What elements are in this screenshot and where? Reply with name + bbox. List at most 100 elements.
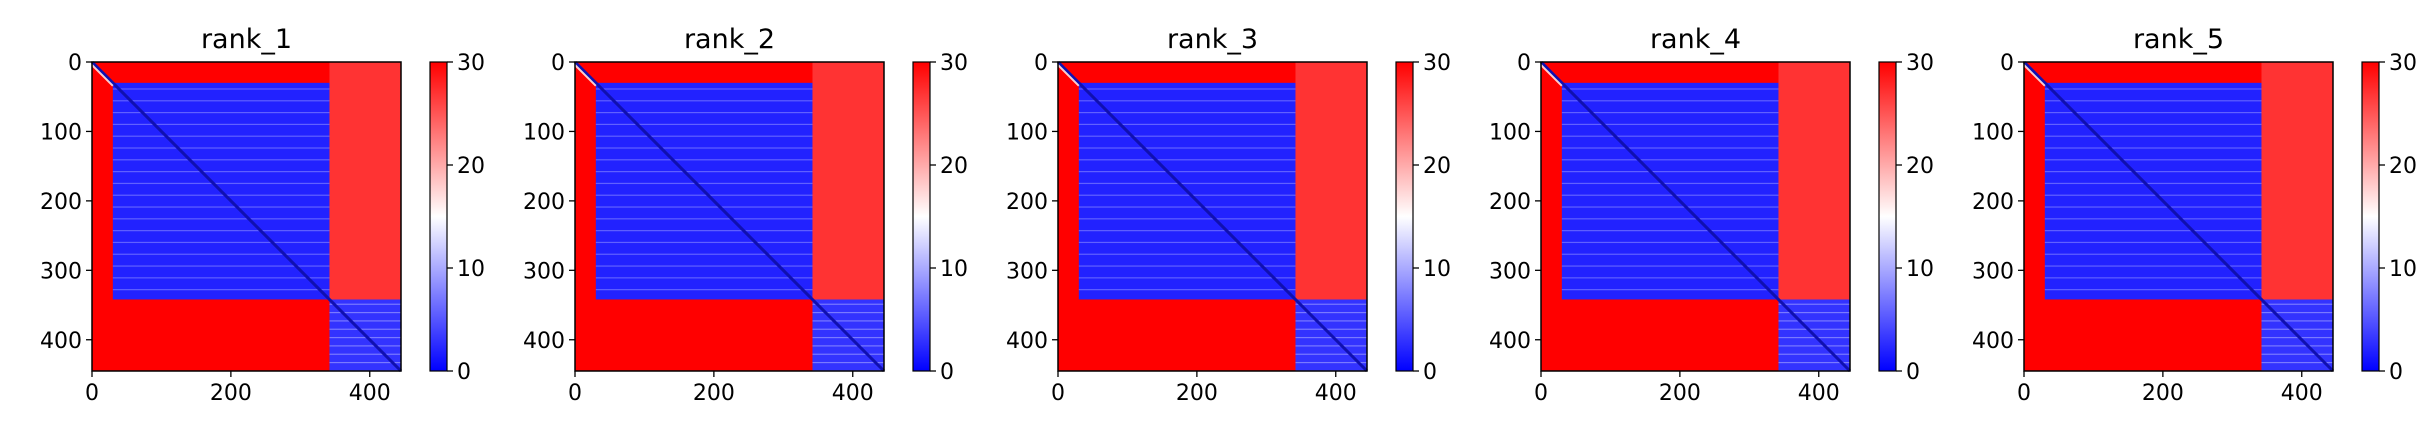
colorbar-tick-label: 10 bbox=[1423, 257, 1451, 282]
heatmap-stripe bbox=[1078, 289, 1296, 291]
heatmap-stripe bbox=[595, 289, 813, 291]
axes-frame bbox=[91, 61, 402, 372]
heatmap-stripe bbox=[2044, 206, 2262, 208]
heatmap-stripe bbox=[1561, 277, 1779, 279]
heatmap-stripe bbox=[595, 230, 813, 232]
heatmap-stripe bbox=[1561, 289, 1779, 291]
heatmap-stripe bbox=[1078, 147, 1296, 149]
heatmap-stripe bbox=[595, 253, 813, 255]
heatmap-stripe bbox=[1561, 241, 1779, 244]
heatmap-stripe bbox=[595, 159, 813, 161]
x-tick-label: 0 bbox=[2017, 381, 2031, 406]
heatmap-panel-3: rank_3 0 200 400 0 100 200 300 400 0 10 20 30 bbox=[1006, 24, 1451, 406]
heatmap-stripe bbox=[112, 123, 330, 125]
heatmap-stripe bbox=[1561, 194, 1779, 196]
heatmap-panel-2: rank_2 0 200 400 0 100 200 300 400 0 10 20 30 bbox=[523, 24, 968, 406]
heatmap-stripe bbox=[1778, 345, 1850, 347]
colorbar-tick-label: 0 bbox=[940, 360, 954, 385]
heatmap-diagonal-edge bbox=[91, 64, 114, 87]
heatmap-stripe bbox=[1078, 123, 1296, 125]
heatmap-stripe bbox=[595, 241, 813, 244]
heatmap-region-3 bbox=[2261, 62, 2333, 300]
colorbar-tick-label: 10 bbox=[940, 257, 968, 282]
heatmap-stripe bbox=[1778, 336, 1850, 339]
y-tick-label: 200 bbox=[523, 190, 565, 215]
heatmap-stripe bbox=[2044, 277, 2262, 279]
y-tick-label: 400 bbox=[1489, 329, 1531, 354]
heatmap-stripe bbox=[2044, 159, 2262, 161]
heatmap-stripe bbox=[112, 100, 330, 102]
heatmap-stripe bbox=[329, 320, 401, 322]
x-tick-label: 200 bbox=[1659, 381, 1701, 406]
colorbar-tick-label: 20 bbox=[457, 154, 485, 179]
y-tick-label: 100 bbox=[40, 120, 82, 145]
y-tick-label: 100 bbox=[1006, 120, 1048, 145]
heatmap-stripe bbox=[812, 320, 884, 322]
colorbar-tick-label: 0 bbox=[1423, 360, 1437, 385]
heatmap-diagonal-edge bbox=[2023, 64, 2046, 87]
colorbar-tick-label: 10 bbox=[457, 257, 485, 282]
heatmap-stripe bbox=[112, 241, 330, 244]
heatmap-stripe bbox=[812, 303, 884, 305]
heatmap-stripe bbox=[112, 253, 330, 255]
panel-title: rank_3 bbox=[1167, 24, 1258, 55]
heatmap-diagonal bbox=[1056, 60, 1369, 373]
x-tick-label: 0 bbox=[1534, 381, 1548, 406]
heatmap-stripe bbox=[2044, 135, 2262, 137]
x-tick-label: 0 bbox=[568, 381, 582, 406]
heatmap-stripe bbox=[1295, 328, 1367, 330]
heatmap-stripe bbox=[595, 111, 813, 114]
heatmap-stripe bbox=[1561, 100, 1779, 102]
heatmap-stripe bbox=[329, 345, 401, 347]
colorbar-tick-label: 20 bbox=[1906, 154, 1934, 179]
x-tick-label: 200 bbox=[693, 381, 735, 406]
heatmap-stripe bbox=[2044, 241, 2262, 244]
heatmap-stripe bbox=[112, 171, 330, 173]
heatmap-stripe bbox=[1561, 182, 1779, 185]
heatmap-stripe bbox=[112, 206, 330, 208]
y-tick-label: 0 bbox=[2000, 51, 2014, 76]
heatmap-stripe bbox=[112, 289, 330, 291]
heatmap-stripe bbox=[1078, 241, 1296, 244]
colorbar-tick-label: 20 bbox=[940, 154, 968, 179]
heatmap-stripe bbox=[112, 88, 330, 90]
y-tick-label: 400 bbox=[1006, 329, 1048, 354]
heatmap-stripe bbox=[2044, 182, 2262, 185]
heatmap-stripe bbox=[2261, 361, 2333, 364]
heatmap-region-3 bbox=[812, 62, 884, 300]
heatmap-stripe bbox=[112, 218, 330, 220]
y-tick-label: 0 bbox=[68, 51, 82, 76]
heatmap-stripe bbox=[2261, 303, 2333, 305]
heatmap-stripe bbox=[1078, 171, 1296, 173]
heatmap-diagonal-edge bbox=[574, 64, 597, 87]
heatmap-region-4 bbox=[92, 299, 330, 371]
heatmap-stripe bbox=[1078, 277, 1296, 279]
heatmap-diagonal bbox=[90, 60, 403, 373]
heatmap-stripe bbox=[1561, 230, 1779, 232]
heatmap-stripe bbox=[595, 171, 813, 173]
heatmap-stripe bbox=[329, 353, 401, 355]
heatmap-stripe bbox=[2261, 320, 2333, 322]
heatmap-stripe bbox=[595, 88, 813, 90]
heatmap-stripe bbox=[2044, 218, 2262, 220]
heatmap-stripe bbox=[1561, 171, 1779, 173]
heatmap-stripe bbox=[112, 194, 330, 196]
axes-frame bbox=[1540, 61, 1851, 372]
heatmap-stripe bbox=[2044, 253, 2262, 255]
y-tick-label: 0 bbox=[1034, 51, 1048, 76]
heatmap-stripe bbox=[2044, 100, 2262, 102]
heatmap-stripe bbox=[1295, 353, 1367, 355]
x-tick-label: 400 bbox=[349, 381, 391, 406]
panel-title: rank_1 bbox=[201, 24, 292, 55]
y-tick-label: 300 bbox=[1972, 259, 2014, 284]
heatmap-region-3 bbox=[1778, 62, 1850, 300]
heatmap-stripe bbox=[2261, 328, 2333, 330]
y-tick-label: 300 bbox=[523, 259, 565, 284]
heatmap-stripe bbox=[112, 277, 330, 279]
heatmap-stripe bbox=[1561, 159, 1779, 161]
heatmap-stripe bbox=[1778, 328, 1850, 330]
heatmap-stripe bbox=[1778, 361, 1850, 364]
heatmap-stripe bbox=[812, 345, 884, 347]
heatmap-stripe bbox=[595, 206, 813, 208]
y-tick-label: 400 bbox=[523, 329, 565, 354]
